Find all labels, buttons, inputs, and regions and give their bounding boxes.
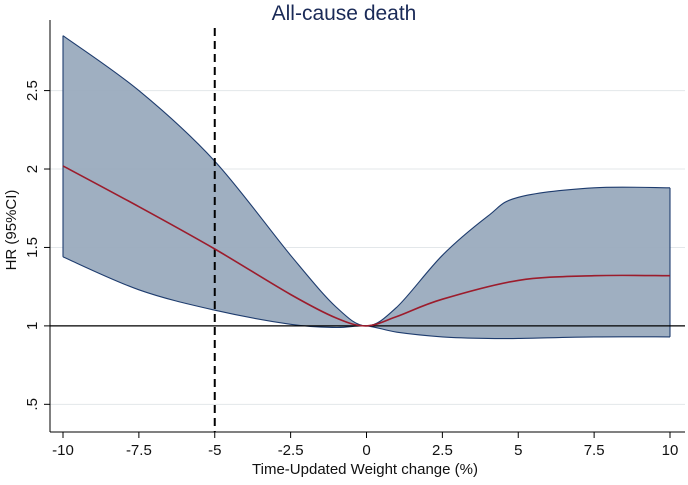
x-tick-label: 0: [362, 442, 370, 459]
y-axis-label: HR (95%CI): [3, 190, 20, 271]
x-tick-label: 7.5: [584, 442, 605, 459]
x-tick-label: -2.5: [278, 442, 304, 459]
x-tick-label: 5: [514, 442, 522, 459]
y-tick-label: .5: [24, 398, 41, 411]
axes: -10 -7.5 -5 -2.5 0 2.5 5 7.5 10 .5 1 1.5 2 2.5: [24, 20, 685, 459]
hr-line-layer: [62, 165, 671, 327]
chart-title: All-cause death: [271, 2, 417, 25]
x-tick-label: -10: [52, 442, 74, 459]
hr-line: [62, 165, 671, 327]
ci-band: [63, 35, 670, 339]
ci-lower-edge: [62, 256, 671, 340]
x-tick-label: 10: [662, 442, 679, 459]
y-tick-label: 2.5: [24, 80, 41, 101]
y-tick-label: 1.5: [24, 237, 41, 258]
x-tick-label: 2.5: [432, 442, 453, 459]
x-axis-label: Time-Updated Weight change (%): [252, 461, 478, 478]
x-tick-label: -7.5: [126, 442, 152, 459]
x-tick-label: -5: [208, 442, 221, 459]
y-tick-label: 1: [24, 322, 41, 330]
ci-band-layer: [62, 35, 671, 340]
y-tick-label: 2: [24, 165, 41, 173]
